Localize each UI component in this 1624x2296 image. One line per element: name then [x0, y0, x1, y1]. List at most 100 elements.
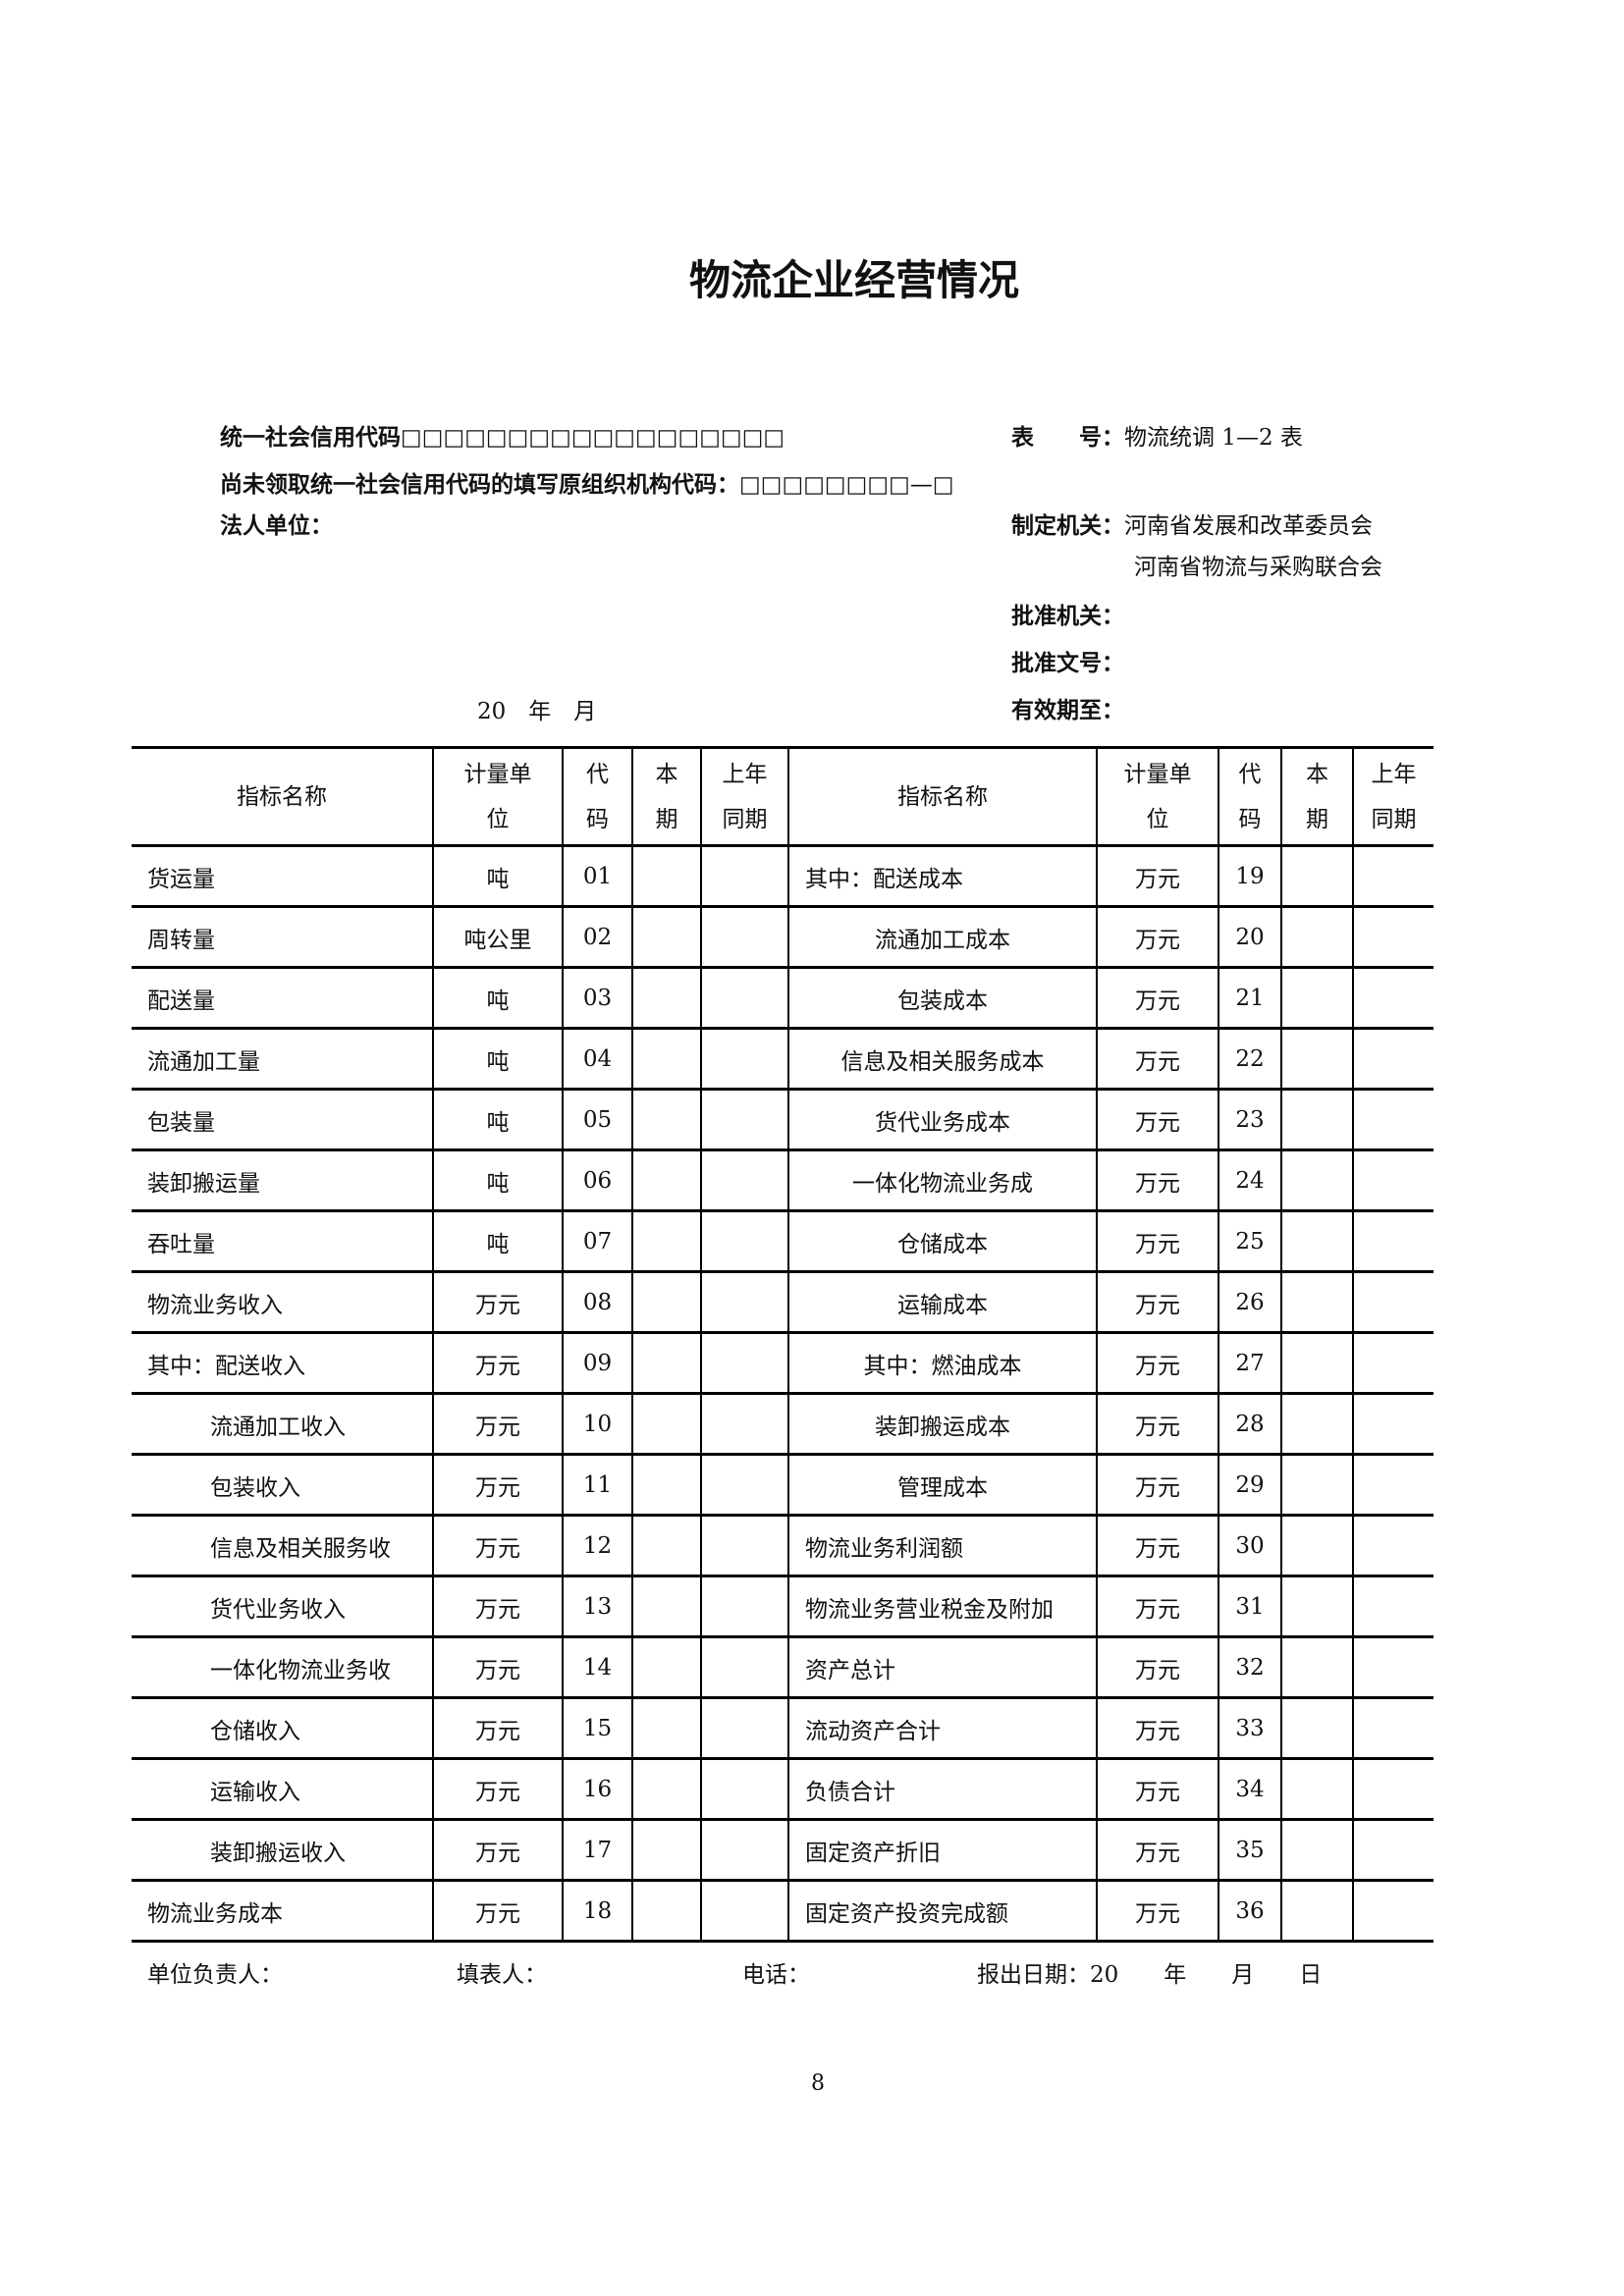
current-value[interactable] [631, 1271, 701, 1334]
issuer: 制定机关：河南省发展和改革委员会 [1011, 513, 1373, 539]
code: 15 [562, 1697, 632, 1760]
current-value[interactable] [631, 1819, 701, 1882]
current-value[interactable] [631, 1332, 701, 1395]
current-value[interactable] [1280, 845, 1353, 908]
last-year-value[interactable] [1352, 1028, 1434, 1091]
current-value[interactable] [631, 1089, 701, 1151]
code: 35 [1218, 1819, 1281, 1882]
last-year-value[interactable] [1352, 1454, 1434, 1517]
current-value[interactable] [631, 1149, 701, 1212]
current-value[interactable] [1280, 1575, 1353, 1638]
current-value[interactable] [631, 906, 701, 969]
last-year-value[interactable] [700, 1149, 788, 1212]
last-year-value[interactable] [700, 906, 788, 969]
current-value[interactable] [1280, 1515, 1353, 1577]
indicator-name: 资产总计 [787, 1636, 1097, 1699]
header-last-year: 上年同期 [700, 747, 788, 847]
last-year-value[interactable] [1352, 1758, 1434, 1821]
last-year-value[interactable] [1352, 1332, 1434, 1395]
last-year-value[interactable] [700, 1271, 788, 1334]
last-year-value[interactable] [1352, 1697, 1434, 1760]
current-value[interactable] [1280, 1089, 1353, 1151]
last-year-value[interactable] [1352, 1515, 1434, 1577]
current-value[interactable] [1280, 1149, 1353, 1212]
table-row: 货代业务收入 万元 13 物流业务营业税金及附加 万元 31 [132, 1575, 1434, 1638]
indicator-name: 信息及相关服务成本 [787, 1028, 1097, 1091]
table-row: 流通加工量吨 04 信息及相关服务成本 万元 22 [132, 1028, 1434, 1091]
current-value[interactable] [1280, 1271, 1353, 1334]
current-value[interactable] [1280, 1210, 1353, 1273]
last-year-value[interactable] [700, 967, 788, 1030]
current-value[interactable] [631, 967, 701, 1030]
last-year-value[interactable] [700, 1028, 788, 1091]
current-value[interactable] [1280, 1697, 1353, 1760]
last-year-value[interactable] [1352, 1271, 1434, 1334]
current-value[interactable] [1280, 1454, 1353, 1517]
current-value[interactable] [631, 845, 701, 908]
last-year-value[interactable] [700, 845, 788, 908]
last-year-value[interactable] [1352, 1575, 1434, 1638]
last-year-value[interactable] [700, 1454, 788, 1517]
current-value[interactable] [631, 1393, 701, 1456]
code: 26 [1218, 1271, 1281, 1334]
last-year-value[interactable] [700, 1332, 788, 1395]
last-year-value[interactable] [1352, 1210, 1434, 1273]
indicator-name: 物流业务营业税金及附加 [787, 1575, 1097, 1638]
last-year-value[interactable] [700, 1575, 788, 1638]
table-row: 流通加工收入 万元 10 装卸搬运成本 万元 28 [132, 1393, 1434, 1456]
last-year-value[interactable] [700, 1636, 788, 1699]
current-value[interactable] [631, 1210, 701, 1273]
indicator-name: 流通加工收入 [132, 1393, 433, 1456]
current-value[interactable] [1280, 906, 1353, 969]
current-value[interactable] [631, 1515, 701, 1577]
last-year-value[interactable] [700, 1819, 788, 1882]
unit: 万元 [432, 1332, 563, 1395]
filler-label: 填表人： [457, 1962, 547, 1988]
last-year-value[interactable] [700, 1089, 788, 1151]
last-year-value[interactable] [700, 1758, 788, 1821]
last-year-value[interactable] [1352, 1819, 1434, 1882]
current-value[interactable] [1280, 1028, 1353, 1091]
unit: 万元 [432, 1271, 563, 1334]
current-value[interactable] [631, 1575, 701, 1638]
table-row: 运输收入 万元 16 负债合计 万元 34 [132, 1758, 1434, 1821]
header-code: 代码 [1218, 747, 1281, 847]
current-value[interactable] [1280, 967, 1353, 1030]
current-value[interactable] [631, 1454, 701, 1517]
current-value[interactable] [631, 1758, 701, 1821]
current-value[interactable] [631, 1880, 701, 1943]
last-year-value[interactable] [700, 1515, 788, 1577]
last-year-value[interactable] [1352, 1880, 1434, 1943]
last-year-value[interactable] [1352, 906, 1434, 969]
last-year-value[interactable] [1352, 1636, 1434, 1699]
current-value[interactable] [631, 1028, 701, 1091]
code: 02 [562, 906, 632, 969]
current-value[interactable] [1280, 1332, 1353, 1395]
last-year-value[interactable] [1352, 1089, 1434, 1151]
current-value[interactable] [631, 1636, 701, 1699]
unit: 万元 [1096, 1454, 1218, 1517]
last-year-value[interactable] [700, 1880, 788, 1943]
last-year-value[interactable] [1352, 1393, 1434, 1456]
current-value[interactable] [1280, 1819, 1353, 1882]
last-year-value[interactable] [1352, 845, 1434, 908]
valid-until-label: 有效期至： [1011, 698, 1124, 723]
last-year-value[interactable] [700, 1210, 788, 1273]
code: 10 [562, 1393, 632, 1456]
current-value[interactable] [1280, 1880, 1353, 1943]
credit-code-label: 统一社会信用代码□□□□□□□□□□□□□□□□□□ [220, 425, 785, 451]
indicator-name: 流动资产合计 [787, 1697, 1097, 1760]
current-value[interactable] [631, 1697, 701, 1760]
last-year-value[interactable] [1352, 967, 1434, 1030]
last-year-value[interactable] [1352, 1149, 1434, 1212]
indicator-name: 一体化物流业务成 [787, 1149, 1097, 1212]
code: 09 [562, 1332, 632, 1395]
last-year-value[interactable] [700, 1393, 788, 1456]
current-value[interactable] [1280, 1758, 1353, 1821]
code: 20 [1218, 906, 1281, 969]
current-value[interactable] [1280, 1393, 1353, 1456]
last-year-value[interactable] [700, 1697, 788, 1760]
indicator-name: 固定资产投资完成额 [787, 1880, 1097, 1943]
table-row: 吞吐量吨 07 仓储成本 万元 25 [132, 1210, 1434, 1273]
current-value[interactable] [1280, 1636, 1353, 1699]
